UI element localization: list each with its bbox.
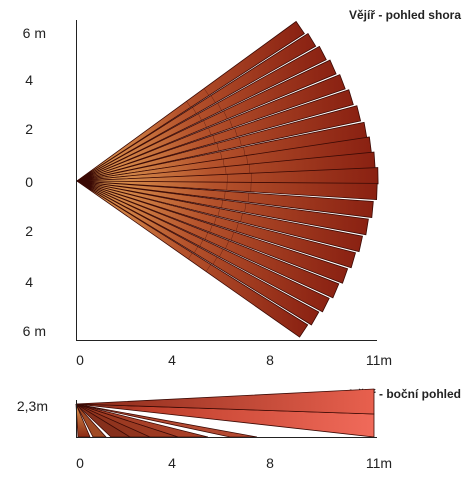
top-beam-divider-9-1 xyxy=(222,158,225,168)
top-beam-divider-10-2 xyxy=(249,164,251,174)
top-beam-divider-8-1 xyxy=(220,151,223,160)
top-x-label-11m: 11m xyxy=(366,352,392,368)
side-beam-long-upper xyxy=(75,388,375,415)
top-y-label-4-lower: 4 xyxy=(25,274,33,290)
side-x-label-0: 0 xyxy=(76,455,84,471)
top-y-label-2-upper: 2 xyxy=(25,121,33,137)
top-beam-divider-20-2 xyxy=(212,256,218,265)
top-beam-divider-16-2 xyxy=(235,222,239,232)
top-beam-divider-4-2 xyxy=(223,110,228,120)
side-x-label-11m: 11m xyxy=(366,455,392,471)
top-beam-divider-6-2 xyxy=(234,128,238,137)
top-view-title: Vějíř - pohled shora xyxy=(349,8,461,22)
side-x-label-4: 4 xyxy=(168,455,176,471)
top-beam-divider-13-2 xyxy=(247,192,250,203)
top-y-label-2-lower: 2 xyxy=(25,223,33,239)
top-beam-divider-9-2 xyxy=(246,155,248,165)
top-beam-divider-13-1 xyxy=(224,191,226,200)
top-beam-divider-17-1 xyxy=(209,224,213,233)
top-beam-divider-17-2 xyxy=(230,231,235,241)
top-beam-divider-4-1 xyxy=(203,120,207,128)
top-beam-divider-3-1 xyxy=(197,113,202,121)
top-beam-divider-18-2 xyxy=(225,240,230,249)
top-beam-divider-8-2 xyxy=(243,146,246,157)
top-beam-divider-19-2 xyxy=(219,248,224,258)
top-x-label-8: 8 xyxy=(266,352,274,368)
top-beam-divider-18-1 xyxy=(204,232,209,240)
top-view-beams xyxy=(76,20,379,338)
side-x-label-8: 8 xyxy=(266,455,274,471)
top-y-label-6m-lower: 6 m xyxy=(23,323,46,339)
top-beam-divider-6-1 xyxy=(212,135,216,143)
top-beam-14 xyxy=(76,180,369,236)
top-beam-divider-10-1 xyxy=(225,166,227,175)
top-x-label-4: 4 xyxy=(168,352,176,368)
top-view: Vějíř - pohled shora 6 m 4 2 0 2 4 6 m 0… xyxy=(23,8,462,368)
top-x-label-0: 0 xyxy=(76,352,84,368)
top-beam-divider-5-1 xyxy=(208,127,212,136)
top-beam-divider-14-2 xyxy=(244,203,247,213)
top-beam-divider-20-1 xyxy=(193,246,199,254)
top-y-label-4-upper: 4 xyxy=(25,72,33,88)
top-beam-divider-2-1 xyxy=(192,107,197,114)
top-beam-divider-19-1 xyxy=(199,239,204,247)
side-view: Vějíř - boční pohled 2,3m 0 4 8 11m xyxy=(17,387,461,471)
top-y-label-6m-upper: 6 m xyxy=(23,25,46,41)
top-beam-divider-1-1 xyxy=(186,101,191,108)
side-y-label: 2,3m xyxy=(17,398,48,414)
top-beam-2 xyxy=(76,32,317,182)
top-beam-divider-7-1 xyxy=(216,143,220,152)
top-beam-divider-2-2 xyxy=(210,95,216,103)
top-beam-divider-14-1 xyxy=(221,200,223,208)
top-beam-divider-15-1 xyxy=(217,208,220,217)
top-beam-divider-21-1 xyxy=(188,252,193,260)
top-beam-divider-7-2 xyxy=(239,137,242,147)
top-beam-divider-15-2 xyxy=(240,212,243,222)
top-beam-divider-16-1 xyxy=(213,216,217,225)
top-y-label-0: 0 xyxy=(25,174,33,190)
top-beam-divider-1-2 xyxy=(203,88,210,96)
side-view-title: Vějíř - boční pohled xyxy=(350,387,461,401)
top-beam-divider-21-2 xyxy=(205,264,212,272)
top-beam-divider-5-2 xyxy=(229,119,233,128)
top-beam-divider-3-2 xyxy=(217,102,222,111)
